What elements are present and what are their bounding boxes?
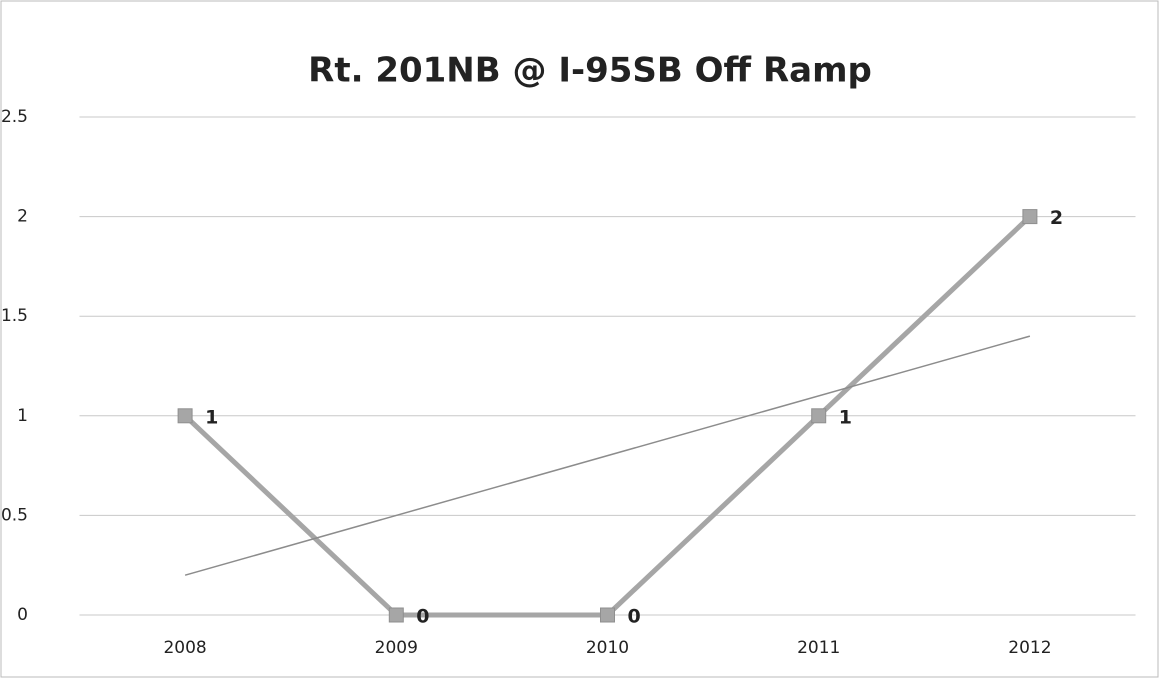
marker — [811, 408, 827, 424]
x-tick-label: 2010 — [586, 638, 629, 658]
y-tick-label: 1 — [17, 406, 28, 426]
data-label: 1 — [205, 406, 218, 428]
x-tick-label: 2012 — [1008, 638, 1051, 658]
y-tick-label: 0 — [17, 605, 28, 625]
chart-title: Rt. 201NB @ I-95SB Off Ramp — [308, 51, 872, 91]
x-tick-label: 2009 — [375, 638, 418, 658]
data-label: 0 — [628, 606, 641, 628]
trendline — [184, 335, 1031, 576]
x-tick-label: 2011 — [797, 638, 840, 658]
y-tick-label: 2 — [17, 207, 28, 227]
y-tick-label: 1.5 — [1, 306, 28, 326]
marker — [177, 408, 193, 424]
data-label: 2 — [1050, 207, 1063, 229]
x-tick-label: 2008 — [163, 638, 206, 658]
data-label: 0 — [416, 606, 429, 628]
marker — [388, 607, 404, 623]
data-label: 1 — [839, 406, 852, 428]
marker — [1022, 209, 1038, 225]
y-tick-label: 2.5 — [1, 107, 28, 127]
marker — [600, 607, 615, 623]
y-tick-label: 0.5 — [1, 505, 28, 525]
